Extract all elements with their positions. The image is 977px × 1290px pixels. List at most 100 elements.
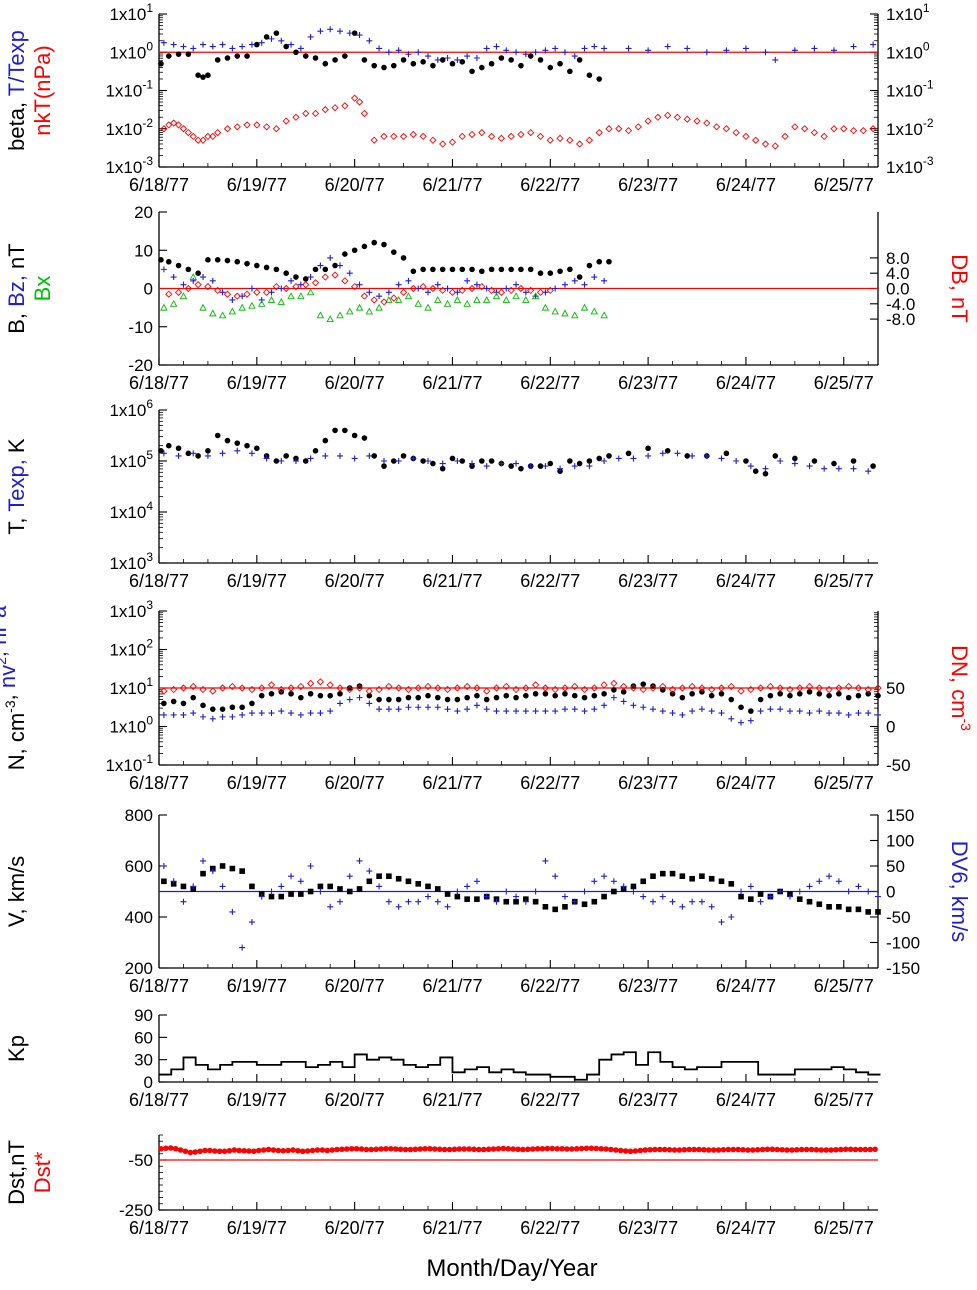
data-point	[762, 470, 769, 477]
series	[160, 254, 608, 303]
data-point	[747, 883, 754, 890]
data-point	[209, 132, 217, 141]
data-point	[684, 45, 691, 52]
data-point	[331, 104, 339, 112]
data-point	[634, 123, 642, 131]
data-point	[596, 455, 603, 462]
data-point	[272, 282, 281, 291]
data-point	[581, 45, 588, 52]
y-tick-label: 600	[125, 857, 153, 876]
data-point	[816, 878, 823, 885]
data-point	[160, 687, 168, 695]
data-point	[278, 689, 285, 695]
data-point	[659, 870, 666, 877]
data-point	[189, 682, 197, 691]
data-point	[263, 34, 270, 40]
y-axis-label: Kp	[4, 1035, 29, 1062]
data-point	[645, 47, 652, 54]
x-tick-label: 6/20/77	[325, 175, 385, 195]
y-tick-label-right: 0.0	[886, 280, 910, 299]
data-point	[637, 1147, 644, 1154]
data-point	[852, 1146, 859, 1153]
data-point	[425, 53, 432, 60]
data-point	[317, 883, 324, 890]
data-point	[409, 130, 417, 139]
data-point	[689, 875, 695, 882]
data-point	[334, 1146, 340, 1153]
data-point	[312, 55, 319, 61]
x-tick-label: 6/23/77	[618, 1090, 678, 1110]
data-point	[204, 452, 211, 459]
data-point	[502, 682, 510, 691]
data-point	[257, 299, 266, 307]
data-point	[747, 463, 754, 470]
data-point	[522, 684, 530, 692]
data-point	[576, 460, 583, 467]
data-point	[432, 1146, 438, 1152]
data-point	[749, 1147, 756, 1153]
data-point	[385, 49, 392, 56]
x-tick-label: 6/24/77	[716, 976, 776, 996]
data-point	[224, 55, 231, 61]
data-point	[272, 125, 281, 133]
data-point	[487, 286, 496, 295]
data-point	[278, 708, 285, 715]
data-point	[366, 700, 373, 707]
data-point	[167, 1145, 174, 1151]
data-point	[601, 893, 607, 900]
data-point	[595, 128, 603, 137]
data-point	[263, 264, 270, 271]
data-point	[500, 1145, 507, 1152]
data-point	[251, 1148, 257, 1155]
data-point	[248, 685, 256, 694]
x-tick-label: 6/25/77	[814, 373, 874, 393]
data-point	[698, 898, 705, 905]
data-point	[224, 437, 231, 444]
data-point	[678, 684, 686, 692]
data-point	[371, 239, 378, 246]
data-point	[425, 692, 431, 699]
data-point	[588, 1145, 595, 1152]
data-point	[659, 450, 666, 457]
data-point	[381, 241, 387, 248]
data-point	[175, 445, 182, 452]
x-tick-label: 6/23/77	[618, 976, 678, 996]
data-point	[200, 713, 207, 720]
data-point	[810, 128, 819, 137]
data-point	[507, 132, 515, 141]
data-point	[336, 700, 343, 707]
data-point	[180, 898, 187, 905]
data-point	[559, 1145, 565, 1152]
data-point	[727, 682, 735, 691]
data-point	[407, 1146, 414, 1153]
data-point	[204, 132, 212, 141]
data-point	[322, 437, 329, 444]
data-point	[378, 1146, 384, 1152]
data-point	[170, 685, 178, 694]
data-point	[405, 277, 412, 284]
data-point	[756, 684, 765, 692]
data-point	[458, 132, 466, 141]
data-point	[185, 51, 192, 57]
data-point	[625, 450, 632, 457]
data-point	[258, 893, 265, 900]
data-point	[865, 468, 872, 475]
data-point	[779, 1146, 785, 1153]
data-point	[302, 276, 309, 282]
data-point	[794, 1146, 800, 1153]
data-point	[317, 28, 324, 35]
data-point	[679, 711, 686, 718]
data-point	[596, 76, 603, 82]
data-point	[669, 690, 676, 697]
data-point	[373, 1146, 379, 1153]
data-point	[498, 55, 505, 61]
data-point	[649, 684, 657, 692]
data-point	[405, 878, 412, 885]
data-point	[606, 453, 612, 459]
data-point	[200, 870, 206, 877]
data-point	[593, 1145, 600, 1152]
data-point	[172, 1145, 179, 1152]
data-point	[542, 690, 549, 697]
data-point	[474, 692, 480, 699]
data-point	[875, 711, 881, 718]
